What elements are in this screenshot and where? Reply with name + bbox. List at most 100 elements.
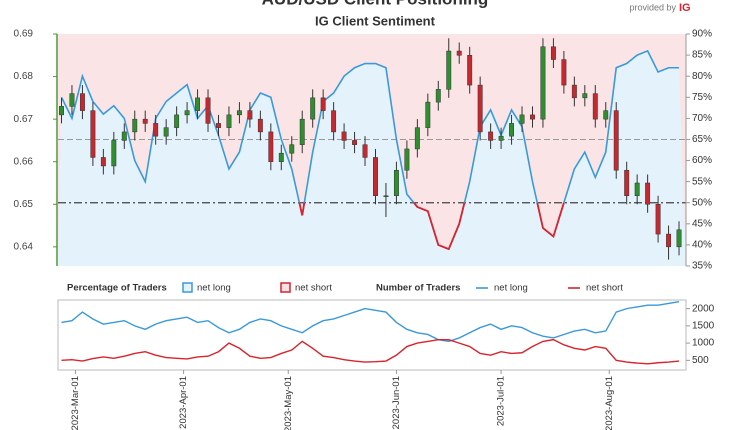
candle-body <box>69 93 75 107</box>
y2-tick-label: 50% <box>692 197 712 208</box>
candle-body <box>666 233 672 248</box>
legend-title: Number of Traders <box>376 283 460 294</box>
candle-body <box>226 114 232 128</box>
candle-body <box>414 127 420 150</box>
y2-tick-label: 40% <box>692 240 712 251</box>
candle-body <box>582 93 588 99</box>
candle-body <box>341 131 347 141</box>
candle-body <box>655 204 661 235</box>
candle-body <box>519 114 525 124</box>
y-tick-label: 0.69 <box>14 29 34 40</box>
candle-body <box>540 46 546 120</box>
y-tick-label: 1500 <box>692 321 715 332</box>
candle-body <box>571 84 577 99</box>
candle-body <box>446 50 452 90</box>
y2-tick-label: 60% <box>692 155 712 166</box>
candle-body <box>121 131 127 141</box>
y2-tick-label: 55% <box>692 176 712 187</box>
candle-body <box>435 89 441 103</box>
y-tick-label: 1000 <box>692 338 715 349</box>
credit-text: provided by <box>629 2 676 12</box>
y2-tick-label: 85% <box>692 50 712 61</box>
y2-tick-label: 45% <box>692 218 712 229</box>
candle-body <box>393 169 399 197</box>
x-tick-label: 2023-Jun-01 <box>391 376 402 429</box>
legend-label: net long <box>494 283 528 294</box>
candle-body <box>142 118 148 124</box>
candle-body <box>352 140 358 145</box>
credit-brand: IG <box>679 2 691 14</box>
candle-body <box>205 97 211 124</box>
candle-body <box>90 110 96 158</box>
legend-label: net short <box>586 283 623 294</box>
candle-body <box>603 110 609 120</box>
candle-body <box>59 106 64 116</box>
chart-title: AUD/USD Client Positioning <box>262 0 489 8</box>
legend-swatch <box>280 282 291 293</box>
x-tick-label: 2023-Mar-01 <box>70 376 81 430</box>
y2-tick-label: 90% <box>692 29 712 40</box>
candle-body <box>268 131 274 162</box>
legend-label: net short <box>295 283 332 294</box>
candle-body <box>257 118 263 133</box>
candle-body <box>425 101 431 128</box>
candle-body <box>561 59 567 86</box>
y2-tick-label: 80% <box>692 71 712 82</box>
candle-body <box>310 97 316 120</box>
candle-body <box>383 195 389 198</box>
y-tick-label: 500 <box>692 355 709 366</box>
candle-body <box>373 157 378 197</box>
x-tick-label: 2023-Apr-01 <box>178 376 189 429</box>
y-tick-label: 0.65 <box>14 199 34 210</box>
candle-body <box>236 110 242 116</box>
candle-body <box>320 97 326 111</box>
x-tick-label: 2023-Jul-01 <box>496 376 507 426</box>
net-long-line <box>60 49 680 251</box>
candle-body <box>331 110 337 133</box>
legend-title: Percentage of Traders <box>67 283 167 294</box>
candle-body <box>477 84 483 133</box>
candle-body <box>247 110 253 120</box>
candle-body <box>362 144 368 158</box>
candle-body <box>195 97 201 111</box>
plot-frame <box>57 299 687 371</box>
candle-body <box>132 118 138 133</box>
candle-body <box>509 123 515 137</box>
y2-tick-label: 75% <box>692 92 712 103</box>
candle-body <box>488 131 494 141</box>
chart-subtitle: IG Client Sentiment <box>315 13 436 28</box>
legend-label: net long <box>197 283 231 294</box>
candle-body <box>289 144 295 154</box>
candle-body <box>111 140 117 167</box>
net-long-area <box>58 50 686 266</box>
y-tick-label: 2000 <box>692 303 715 314</box>
y-tick-label: 0.68 <box>14 71 34 82</box>
candle-body <box>467 55 473 86</box>
candle-body <box>550 46 556 60</box>
candle-body <box>498 135 504 141</box>
candle-body <box>676 229 682 248</box>
candle-body <box>404 148 410 171</box>
candle-body <box>174 114 180 128</box>
x-tick-label: 2023-Aug-01 <box>604 376 615 430</box>
candle-body <box>184 110 190 116</box>
y-tick-label: 0.66 <box>14 156 34 167</box>
candle-body <box>163 127 169 137</box>
legend-swatch <box>182 282 193 293</box>
y2-tick-label: 35% <box>692 261 712 272</box>
candle-body <box>299 118 305 145</box>
candle-body <box>613 110 619 171</box>
candle-body <box>456 50 462 56</box>
candle-body <box>153 123 159 137</box>
candle-body <box>100 157 106 167</box>
y2-tick-label: 70% <box>692 113 712 124</box>
candle-body <box>645 182 651 205</box>
y-tick-label: 0.67 <box>14 114 34 125</box>
candle-body <box>634 182 640 197</box>
candle-body <box>278 152 284 162</box>
x-tick-label: 2023-May-01 <box>283 376 294 430</box>
candle-body <box>592 93 598 120</box>
series-line <box>61 301 680 343</box>
series-line <box>61 338 680 365</box>
